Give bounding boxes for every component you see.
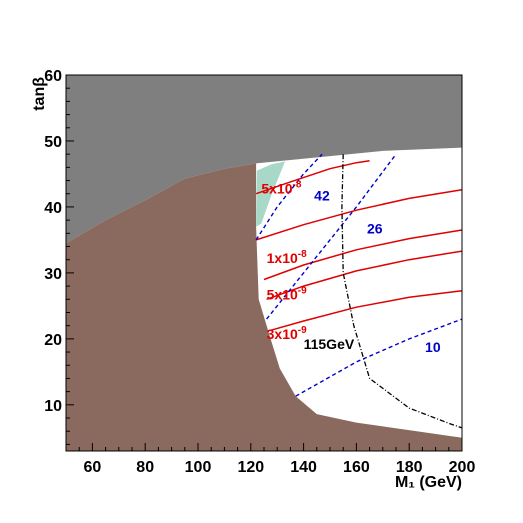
bs-contour-5x10^-9	[266, 250, 463, 301]
x-tick-label: 140	[290, 459, 317, 476]
contour-label: 5x10-8	[261, 180, 301, 197]
higgs-contour-115GeV	[341, 154, 463, 429]
contour-label: 5x10-9	[267, 285, 307, 302]
x-tick-label: 180	[396, 459, 423, 476]
contour-label: 26	[367, 220, 383, 236]
contour-label: 115GeV	[304, 336, 355, 352]
x-tick-label: 100	[185, 459, 212, 476]
excluded-high-region	[66, 75, 462, 244]
y-tick-label: 10	[44, 398, 62, 415]
bs-contour-1x10^-8	[263, 229, 463, 281]
mu-contour-10	[295, 318, 463, 397]
mu-contour-42	[255, 153, 323, 241]
y-axis-title: tanβ	[31, 77, 48, 111]
contour-label: 3x10-9	[267, 325, 307, 342]
y-tick-label: 60	[44, 68, 62, 85]
y-tick-label: 40	[44, 200, 62, 217]
contour-label: 10	[425, 339, 441, 355]
excluded-low-region	[66, 163, 462, 451]
y-tick-label: 20	[44, 332, 62, 349]
axes-layer: 60 80 100 120 140 160 180 200 10 20 30 40 50 60	[44, 68, 475, 476]
y-tick-label: 30	[44, 266, 62, 283]
x-tick-label: 160	[343, 459, 370, 476]
x-tick-label: 200	[449, 459, 476, 476]
x-tick-label: 60	[84, 459, 102, 476]
bs-contour-3x10^-9	[270, 289, 463, 332]
bs-contour-unlabeled-1	[255, 189, 463, 241]
bs-contour-5x10^-8	[255, 160, 370, 195]
y-tick-label: 50	[44, 134, 62, 151]
regions-layer	[66, 75, 462, 451]
cosmological-band-region	[256, 161, 286, 227]
contours-layer	[255, 153, 463, 429]
contour-label: 42	[314, 187, 330, 203]
contour-label: 1x10-8	[267, 249, 307, 266]
x-tick-label: 120	[237, 459, 264, 476]
x-axis-title: M₁ (GeV)	[395, 474, 462, 491]
x-tick-label: 80	[136, 459, 154, 476]
mu-contour-26	[266, 153, 397, 320]
